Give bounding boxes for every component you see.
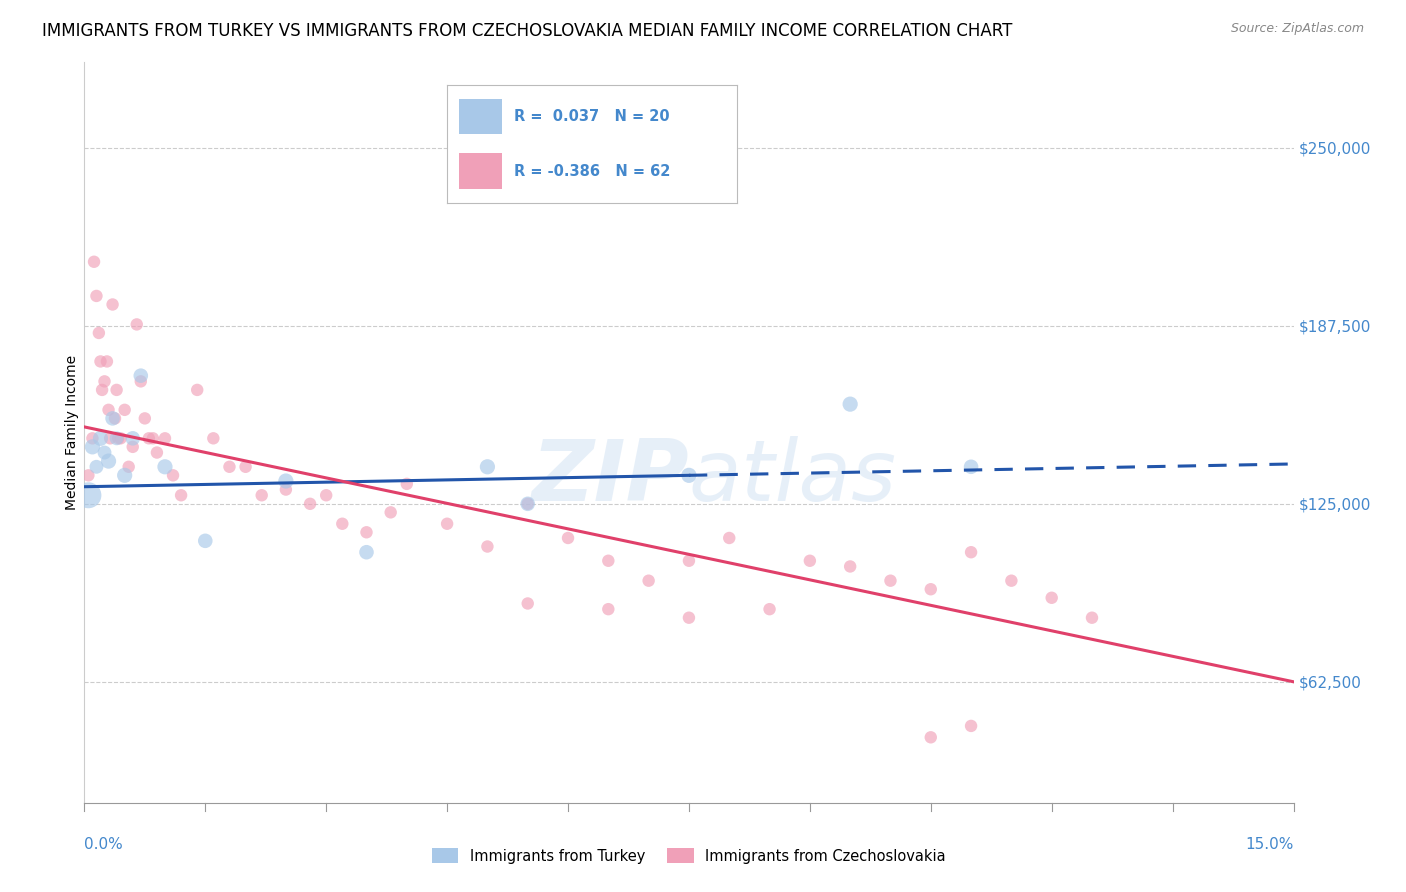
Point — [960, 719, 983, 733]
Point — [129, 368, 152, 383]
Point — [202, 431, 225, 445]
Point — [86, 289, 108, 303]
Point — [97, 402, 120, 417]
Point — [598, 554, 620, 568]
Point — [879, 574, 901, 588]
Point — [83, 254, 105, 268]
Point — [799, 554, 821, 568]
Point — [960, 459, 983, 474]
Point — [186, 383, 208, 397]
Point — [920, 731, 942, 745]
Point — [330, 516, 353, 531]
Point — [678, 554, 700, 568]
Point — [107, 431, 129, 445]
Point — [129, 375, 152, 389]
Point — [718, 531, 741, 545]
Point — [118, 459, 141, 474]
Point — [1081, 610, 1104, 624]
Point — [101, 411, 124, 425]
Point — [250, 488, 273, 502]
Point — [89, 431, 111, 445]
Point — [101, 297, 124, 311]
Point — [146, 445, 169, 459]
Point — [839, 397, 862, 411]
Point — [516, 597, 538, 611]
Point — [110, 431, 132, 445]
Point — [477, 459, 499, 474]
Point — [97, 454, 120, 468]
Point — [356, 525, 378, 540]
Point — [395, 476, 418, 491]
Point — [89, 354, 111, 368]
Point — [96, 354, 118, 368]
Point — [153, 459, 176, 474]
Point — [356, 545, 378, 559]
Point — [299, 497, 322, 511]
Text: Source: ZipAtlas.com: Source: ZipAtlas.com — [1230, 22, 1364, 36]
Point — [91, 383, 114, 397]
Text: atlas: atlas — [689, 435, 897, 518]
Point — [105, 431, 128, 445]
Point — [170, 488, 193, 502]
Point — [598, 602, 620, 616]
Point — [637, 574, 659, 588]
Point — [380, 505, 402, 519]
Legend: Immigrants from Turkey, Immigrants from Czechoslovakia: Immigrants from Turkey, Immigrants from … — [426, 842, 952, 870]
Point — [105, 383, 128, 397]
Point — [77, 488, 100, 502]
Point — [134, 411, 156, 425]
Point — [758, 602, 780, 616]
Point — [274, 483, 297, 497]
Point — [121, 440, 143, 454]
Point — [516, 497, 538, 511]
Point — [138, 431, 160, 445]
Point — [114, 402, 136, 417]
Point — [153, 431, 176, 445]
Point — [960, 545, 983, 559]
Point — [839, 559, 862, 574]
Point — [93, 445, 115, 459]
Point — [86, 459, 108, 474]
Point — [218, 459, 240, 474]
Point — [82, 440, 104, 454]
Point — [920, 582, 942, 597]
Point — [678, 468, 700, 483]
Point — [477, 540, 499, 554]
Point — [315, 488, 337, 502]
Text: ZIP: ZIP — [531, 435, 689, 518]
Text: 0.0%: 0.0% — [84, 837, 124, 852]
Point — [125, 318, 148, 332]
Point — [557, 531, 579, 545]
Point — [194, 533, 217, 548]
Point — [77, 468, 100, 483]
Y-axis label: Median Family Income: Median Family Income — [65, 355, 79, 510]
Point — [162, 468, 184, 483]
Point — [98, 431, 121, 445]
Point — [104, 411, 127, 425]
Point — [114, 468, 136, 483]
Point — [87, 326, 110, 340]
Point — [678, 610, 700, 624]
Point — [516, 497, 538, 511]
Point — [121, 431, 143, 445]
Point — [1000, 574, 1022, 588]
Point — [93, 375, 115, 389]
Text: IMMIGRANTS FROM TURKEY VS IMMIGRANTS FROM CZECHOSLOVAKIA MEDIAN FAMILY INCOME CO: IMMIGRANTS FROM TURKEY VS IMMIGRANTS FRO… — [42, 22, 1012, 40]
Point — [235, 459, 257, 474]
Point — [142, 431, 165, 445]
Point — [82, 431, 104, 445]
Point — [1040, 591, 1063, 605]
Point — [436, 516, 458, 531]
Text: 15.0%: 15.0% — [1246, 837, 1294, 852]
Point — [274, 474, 297, 488]
